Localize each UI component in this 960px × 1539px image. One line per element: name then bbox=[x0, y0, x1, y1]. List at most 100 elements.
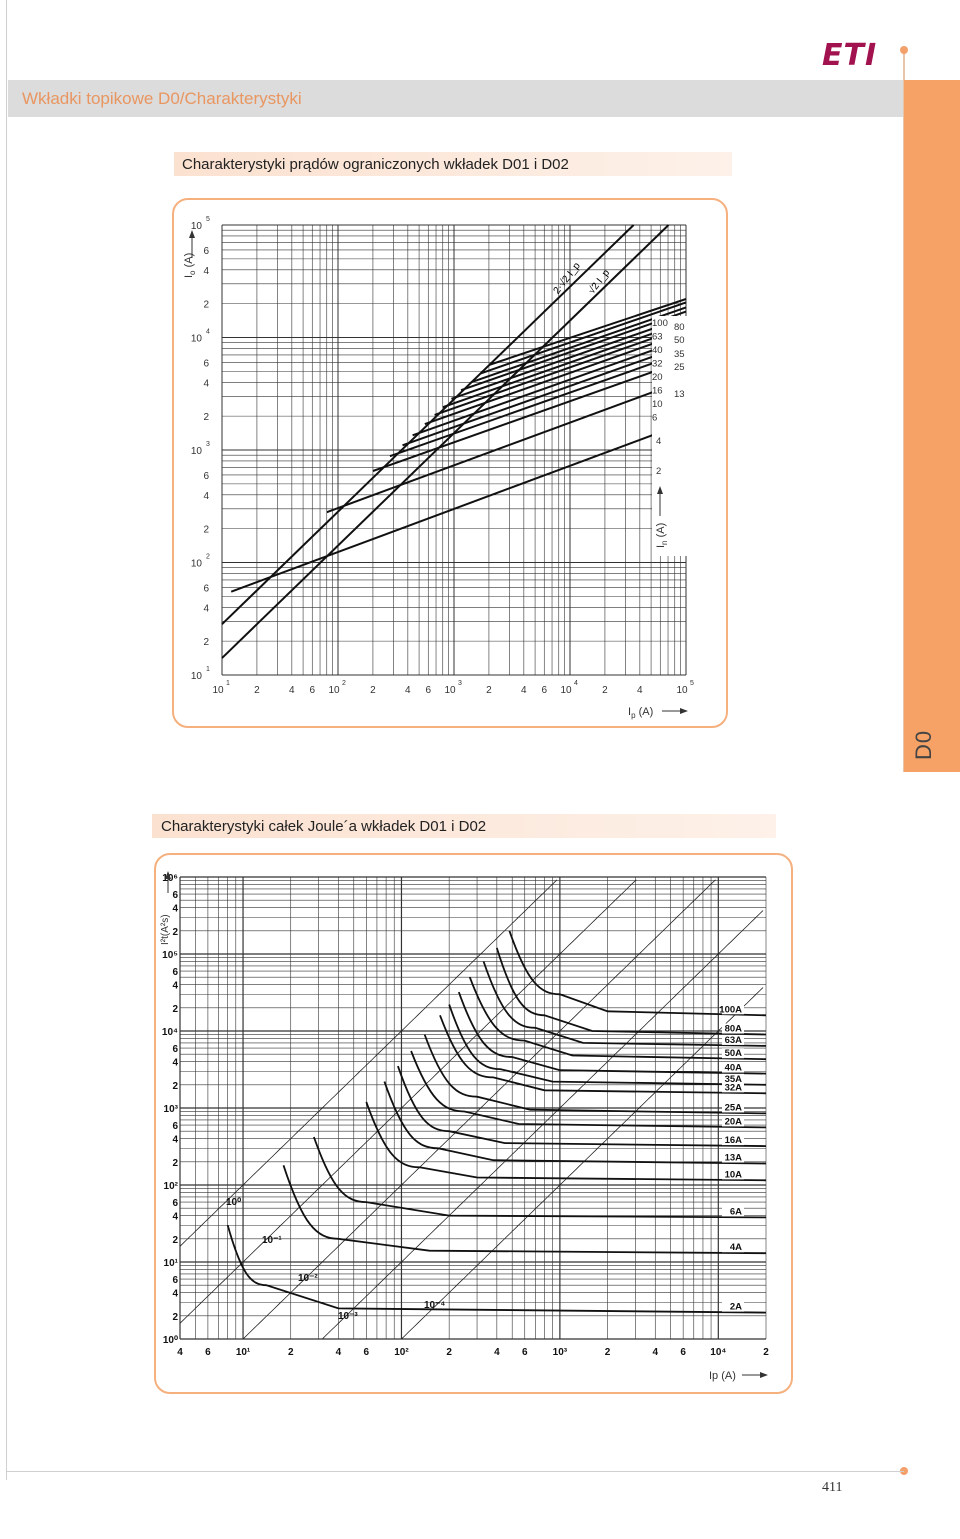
time-diagonal bbox=[179, 879, 558, 1247]
header-bar bbox=[8, 80, 903, 117]
y-tick-label: 10⁵ bbox=[162, 950, 178, 961]
series-label: 20A bbox=[725, 1116, 743, 1127]
y-minor-label: 4 bbox=[203, 378, 209, 389]
series-label-bg bbox=[722, 1102, 744, 1113]
rated-current-label: 16 bbox=[652, 386, 663, 397]
x-axis-title: Ip (A) bbox=[709, 1370, 736, 1382]
series-line bbox=[442, 320, 687, 409]
y-minor-label: 6 bbox=[203, 358, 209, 369]
peak-line bbox=[221, 224, 635, 625]
x-tick-label: 4 bbox=[336, 1347, 342, 1358]
series-label: 80A bbox=[725, 1024, 743, 1035]
y-tick-label: 10 bbox=[191, 221, 203, 232]
section2-title-bar bbox=[152, 814, 776, 838]
time-label: 10⁻³ bbox=[338, 1311, 358, 1322]
series-line bbox=[412, 337, 687, 437]
series-line bbox=[389, 350, 687, 458]
y-tick-exponent: 5 bbox=[206, 216, 210, 223]
series-label-bg bbox=[722, 1048, 744, 1059]
series-line bbox=[372, 359, 687, 472]
y-tick-label: 6 bbox=[172, 1198, 178, 1209]
time-label: 10⁻² bbox=[298, 1273, 318, 1284]
x-tick-label: 2 bbox=[446, 1347, 452, 1358]
rated-current-label: 35 bbox=[674, 349, 685, 360]
series-label-bg bbox=[722, 1004, 744, 1015]
series-line bbox=[451, 316, 687, 400]
time-label: 10⁻¹ bbox=[262, 1235, 282, 1246]
y-minor-label: 4 bbox=[203, 266, 209, 277]
left-border bbox=[6, 0, 7, 1480]
chart1-svg: 2·√2 I_p √2 I_p10124610224610324610424610… bbox=[183, 216, 694, 720]
series-label: 25A bbox=[725, 1102, 743, 1113]
x-tick-label: 10 bbox=[560, 685, 572, 696]
y-tick-label: 6 bbox=[172, 1044, 178, 1055]
series-label: 32A bbox=[725, 1082, 743, 1093]
y-axis-title: I²t(A²s) bbox=[160, 914, 171, 945]
y-tick-label: 10⁴ bbox=[162, 1027, 178, 1038]
series-label: 4A bbox=[730, 1242, 742, 1253]
series-label-bg bbox=[722, 1073, 744, 1084]
series-curve bbox=[282, 1165, 767, 1255]
series-curve bbox=[313, 1136, 767, 1219]
y-minor-label: 2 bbox=[203, 412, 209, 423]
y-tick-label: 10³ bbox=[164, 1104, 179, 1115]
y-tick-label: 2 bbox=[172, 927, 178, 938]
y-minor-label: 6 bbox=[203, 471, 209, 482]
series-line bbox=[488, 298, 687, 366]
x-tick-label: 6 bbox=[522, 1347, 528, 1358]
x-tick-label: 10 bbox=[328, 685, 340, 696]
right-minor-label: 4 bbox=[656, 436, 661, 447]
series-line bbox=[480, 301, 687, 375]
rated-current-label: 80 bbox=[674, 322, 685, 333]
series-label: 2A bbox=[730, 1302, 742, 1313]
series-label-bg bbox=[722, 1082, 744, 1093]
x-tick-label: 2 bbox=[288, 1347, 294, 1358]
series-curve bbox=[448, 1004, 767, 1086]
top-dot bbox=[900, 46, 908, 54]
x-tick-label: 10⁴ bbox=[710, 1347, 726, 1358]
x-tick-exponent: 5 bbox=[690, 680, 694, 687]
right-minor-label: 2 bbox=[656, 466, 661, 477]
y-tick-label: 6 bbox=[172, 1275, 178, 1286]
rated-current-label: 63 bbox=[652, 332, 663, 343]
x-tick-label: 2 bbox=[763, 1347, 769, 1358]
y-axis-arrowhead bbox=[165, 871, 171, 879]
x-tick-exponent: 3 bbox=[458, 680, 462, 687]
x-minor-label: 6 bbox=[425, 685, 431, 696]
x-axis-arrowhead bbox=[760, 1372, 768, 1378]
chart1-frame bbox=[172, 198, 728, 728]
series-label-bg bbox=[722, 1135, 744, 1146]
y-axis-arrowhead bbox=[189, 230, 195, 238]
series-curve bbox=[508, 930, 767, 1017]
y-tick-label: 2 bbox=[172, 1312, 178, 1323]
x-minor-label: 4 bbox=[405, 685, 411, 696]
y-tick-label: 10 bbox=[191, 446, 203, 457]
y-minor-label: 2 bbox=[203, 525, 209, 536]
y-tick-label: 2 bbox=[172, 1004, 178, 1015]
series-label: 6A bbox=[730, 1206, 742, 1217]
y-tick-label: 10 bbox=[191, 559, 203, 570]
time-label: 10⁻⁴ bbox=[424, 1300, 445, 1311]
y-tick-label: 2 bbox=[172, 1235, 178, 1246]
side-tab bbox=[904, 80, 960, 772]
series-line bbox=[326, 378, 687, 514]
rated-label-box bbox=[652, 316, 692, 426]
x-minor-label: 4 bbox=[637, 685, 643, 696]
rated-current-label: 13 bbox=[674, 389, 685, 400]
series-label: 13A bbox=[725, 1153, 743, 1164]
x-tick-exponent: 4 bbox=[574, 680, 578, 687]
eti-logo: ETI bbox=[822, 38, 878, 73]
y-axis-title: Io (A) bbox=[183, 253, 197, 278]
bottom-rule bbox=[6, 1471, 904, 1472]
series-label: 50A bbox=[725, 1048, 743, 1059]
y-tick-label: 4 bbox=[172, 904, 178, 915]
series-curve bbox=[482, 961, 767, 1047]
bottom-dot bbox=[900, 1467, 908, 1475]
y-tick-label: 10⁰ bbox=[163, 1335, 178, 1346]
y-minor-label: 4 bbox=[203, 603, 209, 614]
y-tick-exponent: 4 bbox=[206, 329, 210, 336]
x-minor-label: 2 bbox=[254, 685, 260, 696]
y-tick-label: 10 bbox=[191, 334, 203, 345]
x-tick-label: 10 bbox=[444, 685, 456, 696]
x-tick-label: 4 bbox=[177, 1347, 183, 1358]
